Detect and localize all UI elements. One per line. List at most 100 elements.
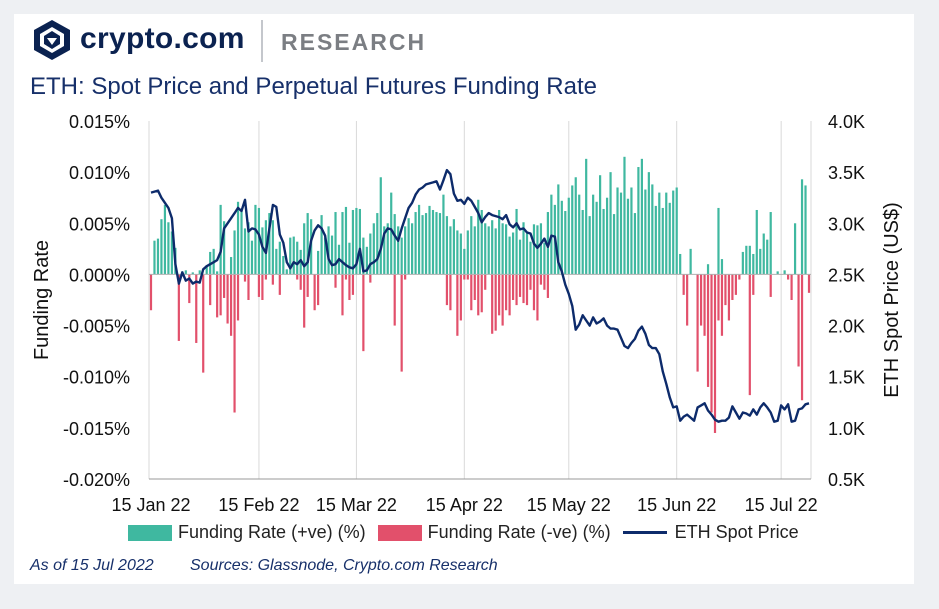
- bar-negative: [724, 274, 727, 306]
- bar-negative: [686, 274, 689, 326]
- legend-item-negative: Funding Rate (-ve) (%): [377, 522, 611, 543]
- bar-positive: [623, 156, 626, 275]
- bar-positive: [564, 211, 567, 275]
- bar-positive: [800, 179, 804, 275]
- bar-positive: [717, 207, 720, 275]
- bar-negative: [236, 274, 240, 321]
- bar-positive: [240, 211, 243, 275]
- bar-negative: [713, 274, 717, 433]
- bar-negative: [261, 274, 264, 300]
- bar-negative: [539, 274, 543, 285]
- bar-positive: [567, 197, 570, 275]
- bar-negative: [449, 274, 452, 311]
- bar-positive: [560, 200, 563, 275]
- x-tick-label: 15 Jul 22: [745, 495, 818, 515]
- bar-positive: [741, 251, 744, 275]
- bar-positive: [163, 204, 167, 275]
- bar-positive: [672, 190, 675, 275]
- y-tick-label: 0.015%: [69, 112, 130, 132]
- y-tick-label: 0.005%: [69, 214, 130, 234]
- bar-negative: [463, 274, 466, 280]
- y2-tick-label: 1.0K: [828, 419, 865, 439]
- bar-positive: [393, 214, 396, 275]
- bar-negative: [800, 274, 804, 401]
- x-tick-label: 15 May 22: [527, 495, 611, 515]
- bar-negative: [480, 274, 483, 313]
- bar-positive: [278, 241, 281, 275]
- y-tick-label: -0.010%: [63, 368, 130, 388]
- bar-positive: [397, 226, 400, 275]
- bar-positive: [581, 209, 584, 275]
- bar-positive: [376, 213, 379, 275]
- bar-negative: [543, 274, 546, 290]
- bar-negative: [529, 274, 532, 290]
- bar-positive: [271, 220, 274, 275]
- bar-positive: [574, 177, 577, 275]
- bar-negative: [797, 274, 800, 367]
- bar-positive: [351, 209, 355, 275]
- bar-positive: [484, 223, 487, 275]
- bar-negative: [522, 274, 525, 304]
- bar-positive: [762, 233, 765, 275]
- bar-positive: [160, 219, 163, 275]
- bar-positive: [167, 222, 170, 275]
- bar-positive: [532, 224, 536, 275]
- bar-negative: [720, 274, 724, 336]
- bar-positive: [219, 204, 222, 275]
- bar-positive: [578, 194, 581, 275]
- bar-positive: [445, 216, 449, 275]
- bar-negative: [209, 274, 212, 306]
- legend-label-positive: Funding Rate (+ve) (%): [178, 522, 366, 542]
- bar-positive: [449, 226, 452, 275]
- bar-positive: [588, 216, 591, 275]
- y-axis-ticks: 0.015% 0.010% 0.005% 0.000% -0.005% -0.010% -0…: [63, 112, 130, 490]
- bar-negative: [706, 274, 710, 387]
- bar-positive: [289, 237, 292, 275]
- bar-negative: [518, 274, 522, 297]
- bar-positive: [543, 242, 546, 275]
- bar-positive: [463, 248, 466, 275]
- bar-positive: [358, 208, 361, 275]
- bar-negative: [696, 274, 699, 372]
- bar-positive: [198, 270, 201, 275]
- bar-negative: [348, 274, 351, 300]
- bar-negative: [223, 274, 226, 298]
- bar-negative: [404, 274, 407, 280]
- bar-positive: [341, 212, 344, 275]
- bar-negative: [546, 274, 549, 298]
- bar-positive: [518, 239, 522, 275]
- x-tick-label: 15 Jan 22: [111, 495, 190, 515]
- bar-positive: [679, 253, 682, 275]
- bar-negative: [734, 274, 737, 295]
- bar-positive: [494, 228, 497, 275]
- bar-positive: [390, 192, 393, 275]
- bar-negative: [525, 274, 529, 306]
- bar-positive: [651, 184, 654, 275]
- bar-positive: [668, 202, 671, 275]
- bar-positive: [661, 207, 664, 275]
- x-axis-ticks: 15 Jan 22 15 Feb 22 15 Mar 22 15 Apr 22 15 M…: [111, 495, 817, 515]
- bar-negative: [505, 274, 508, 311]
- bar-negative: [699, 274, 703, 326]
- bar-positive: [720, 259, 724, 275]
- bar-positive: [602, 208, 605, 275]
- bar-positive: [473, 226, 476, 275]
- y2-tick-label: 3.5K: [828, 163, 865, 183]
- bar-positive: [170, 231, 173, 275]
- bar-positive: [654, 205, 657, 275]
- bar-positive: [522, 222, 525, 275]
- bar-positive: [665, 192, 668, 275]
- bar-positive: [442, 194, 445, 275]
- bar-negative: [727, 274, 731, 321]
- bar-positive: [285, 269, 288, 275]
- bar-negative: [470, 274, 473, 311]
- y-tick-label: -0.015%: [63, 419, 130, 439]
- bar-negative: [149, 274, 153, 311]
- bar-negative: [344, 274, 348, 280]
- bar-positive: [250, 240, 254, 275]
- bar-negative: [515, 274, 518, 306]
- bar-negative: [445, 274, 449, 306]
- bar-positive: [609, 172, 612, 275]
- bar-negative: [494, 274, 497, 331]
- bar-negative: [362, 274, 365, 352]
